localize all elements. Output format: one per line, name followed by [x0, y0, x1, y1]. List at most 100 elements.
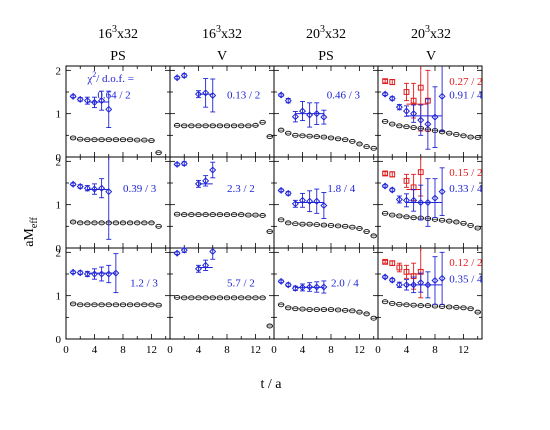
- y-tick-label: 2: [56, 156, 62, 168]
- blue-point: [76, 95, 84, 103]
- column-headers: 163x32 PS 163x32 V 203x32 PS 203x32: [98, 24, 451, 64]
- lattice-tail: x32: [430, 27, 451, 42]
- blue-point: [313, 197, 321, 205]
- red-point: [396, 264, 403, 271]
- channel-label: V: [217, 49, 227, 64]
- blue-point: [410, 196, 418, 204]
- column-header-4: 203x32 V: [411, 24, 451, 64]
- blue-point: [424, 198, 432, 207]
- chi2-dof-label: 0.12 / 2: [449, 257, 482, 269]
- lattice-base: 16: [202, 27, 216, 42]
- blue-point: [388, 186, 396, 194]
- blue-point: [105, 270, 113, 278]
- panel-r2-c3: 1.8 / 4: [273, 156, 379, 249]
- svg-text:aMeff: aMeff: [22, 217, 40, 247]
- blue-point: [105, 105, 113, 113]
- lattice-tail: x32: [117, 27, 138, 42]
- blue-point: [209, 91, 217, 99]
- chi2-dof-label: 1.8 / 4: [327, 183, 355, 195]
- lattice-exp: 3: [425, 24, 430, 35]
- blue-point: [173, 160, 181, 168]
- channel-label: PS: [110, 49, 126, 64]
- chi2-dof-label: 0.91 / 4: [449, 90, 483, 102]
- blue-point: [417, 116, 425, 124]
- blue-point: [83, 270, 91, 278]
- panel-r3-c3: 0 4 8 12 2.0 / 4: [271, 247, 379, 356]
- red-point: [382, 78, 389, 85]
- blue-point: [410, 281, 418, 289]
- lattice-tail: x32: [221, 27, 242, 42]
- blue-point: [381, 90, 389, 98]
- panel-frame: [377, 247, 483, 340]
- chi2-dof-label: 1.2 / 3: [130, 278, 158, 290]
- panel-r2-c1: 0 1 2 0.39 / 3: [56, 156, 171, 255]
- lattice-exp: 3: [216, 24, 221, 35]
- channel-label: PS: [318, 49, 334, 64]
- red-point: [403, 268, 410, 275]
- red-point: [382, 170, 389, 177]
- blue-point: [395, 103, 403, 111]
- blue-point: [306, 283, 314, 291]
- panel-frame: [169, 65, 275, 158]
- blue-point: [284, 281, 292, 289]
- blue-point: [438, 92, 446, 100]
- chi-dof-text: / d.o.f. =: [96, 73, 134, 85]
- blue-point: [173, 249, 181, 257]
- blue-point: [98, 97, 106, 105]
- channel-label: V: [426, 49, 436, 64]
- blue-point: [313, 283, 321, 291]
- blue-point: [194, 265, 203, 273]
- blue-point: [291, 113, 299, 121]
- red-point: [403, 89, 410, 95]
- panel-frame: [65, 156, 171, 249]
- chi2-dof-label: 2.0 / 4: [331, 278, 359, 290]
- blue-point: [209, 166, 217, 174]
- blue-point: [76, 182, 84, 190]
- blue-point: [284, 97, 292, 105]
- chi2-dof-label: 0.15 / 2: [449, 167, 482, 179]
- blue-point: [202, 89, 210, 97]
- panel-r3-c4: 0 4 8 12 0.12 / 2 0.35 / 4: [375, 247, 483, 356]
- blue-point: [381, 182, 389, 190]
- svg-text:203x32: 203x32: [306, 24, 346, 42]
- blue-point: [291, 200, 299, 208]
- blue-point: [112, 269, 120, 277]
- blue-point: [395, 195, 403, 203]
- blue-point: [402, 281, 411, 289]
- y-tick-label: 2: [56, 247, 62, 259]
- blue-point: [424, 281, 432, 289]
- blue-point: [313, 110, 321, 118]
- chi2-dof-label: 0.35 / 4: [449, 273, 483, 285]
- chi2-dof-label: 0.46 / 3: [327, 90, 361, 102]
- x-axis-title: t / a: [261, 377, 283, 392]
- panel-frame: [169, 247, 275, 340]
- chi2-dof-heading: χ2/ d.o.f. =: [86, 70, 134, 85]
- x-tick-label: 0: [271, 344, 277, 356]
- column-header-3: 203x32 PS: [306, 24, 346, 64]
- blue-point: [76, 269, 84, 277]
- x-tick-label: 12: [458, 344, 469, 356]
- x-tick-label: 8: [432, 344, 438, 356]
- blue-point: [202, 261, 210, 269]
- blue-point: [402, 196, 411, 204]
- blue-point: [298, 283, 307, 291]
- red-point: [410, 97, 417, 104]
- blue-point: [98, 270, 106, 278]
- blue-point: [438, 274, 446, 282]
- blue-point: [306, 197, 314, 205]
- blue-point: [395, 281, 403, 289]
- blue-point: [417, 279, 425, 287]
- x-tick-label: 12: [250, 344, 261, 356]
- red-point: [403, 177, 410, 184]
- blue-point: [424, 120, 432, 128]
- chi-symbol: χ: [86, 73, 92, 85]
- x-tick-label: 8: [224, 344, 230, 356]
- y-tick-label: 2: [56, 65, 62, 77]
- y-tick-label: 1: [56, 109, 62, 121]
- blue-point: [180, 159, 188, 168]
- chi-exponent: 2: [92, 70, 96, 79]
- blue-point: [291, 284, 299, 292]
